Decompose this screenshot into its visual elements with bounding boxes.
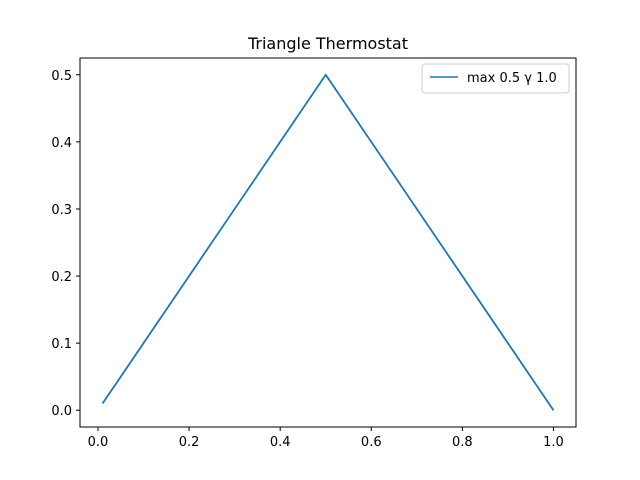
- series-line: [101, 73, 555, 411]
- chart-title: Triangle Thermostat: [247, 34, 408, 53]
- y-tick-label: 0.4: [51, 136, 72, 151]
- y-tick-label: 0.2: [51, 270, 72, 285]
- plot-frame: [79, 57, 577, 428]
- axes: 0.0 0.2 0.4 0.6 0.8 1.0 0.0 0.1 0.2 0.3 0.4 0.5: [51, 57, 577, 450]
- x-tick-label: 0.0: [88, 435, 109, 450]
- series-layer: [101, 73, 555, 411]
- legend-label: max 0.5 γ 1.0: [467, 71, 557, 86]
- x-tick-label: 0.4: [270, 435, 291, 450]
- y-tick-label: 0.1: [51, 337, 72, 352]
- legend: max 0.5 γ 1.0: [421, 63, 570, 94]
- x-tick-label: 0.6: [361, 435, 382, 450]
- legend-frame: [421, 63, 570, 94]
- x-tick-label: 0.8: [452, 435, 473, 450]
- y-tick-label: 0.0: [51, 404, 72, 419]
- x-tick-label: 0.2: [179, 435, 200, 450]
- y-tick-label: 0.3: [51, 203, 72, 218]
- x-tick-label: 1.0: [543, 435, 564, 450]
- y-tick-label: 0.5: [51, 69, 72, 84]
